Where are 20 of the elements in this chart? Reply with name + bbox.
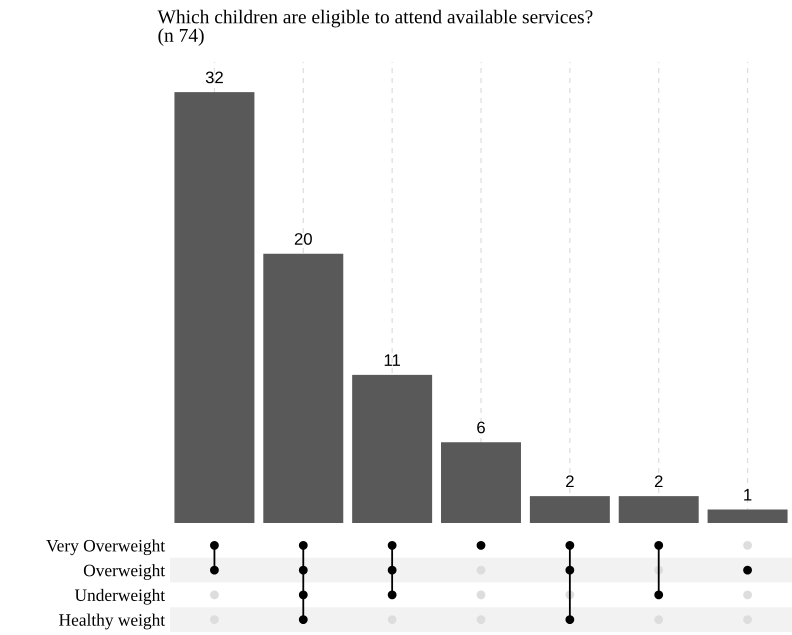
bar <box>530 496 610 523</box>
bar <box>441 442 521 523</box>
data-label: 6 <box>477 422 485 434</box>
data-label: 20 <box>294 233 312 245</box>
data-label: 11 <box>384 354 400 366</box>
category-label: Healthy weight <box>59 614 166 630</box>
bar <box>263 254 344 523</box>
bar <box>708 510 788 523</box>
bar <box>618 496 699 523</box>
data-label: 2 <box>654 475 663 488</box>
chart-subtitle: (n 74) <box>158 28 204 46</box>
category-label: Very Overweight <box>46 539 166 556</box>
category-label: Underweight <box>74 588 166 605</box>
data-label: 32 <box>206 72 223 84</box>
data-label: 1 <box>744 489 752 501</box>
data-label: 2 <box>566 475 574 488</box>
chart-title: Which children are eligible to attend available services? <box>158 10 592 28</box>
bar <box>174 92 254 523</box>
bar <box>352 374 432 523</box>
category-label: Overweight <box>84 564 166 580</box>
